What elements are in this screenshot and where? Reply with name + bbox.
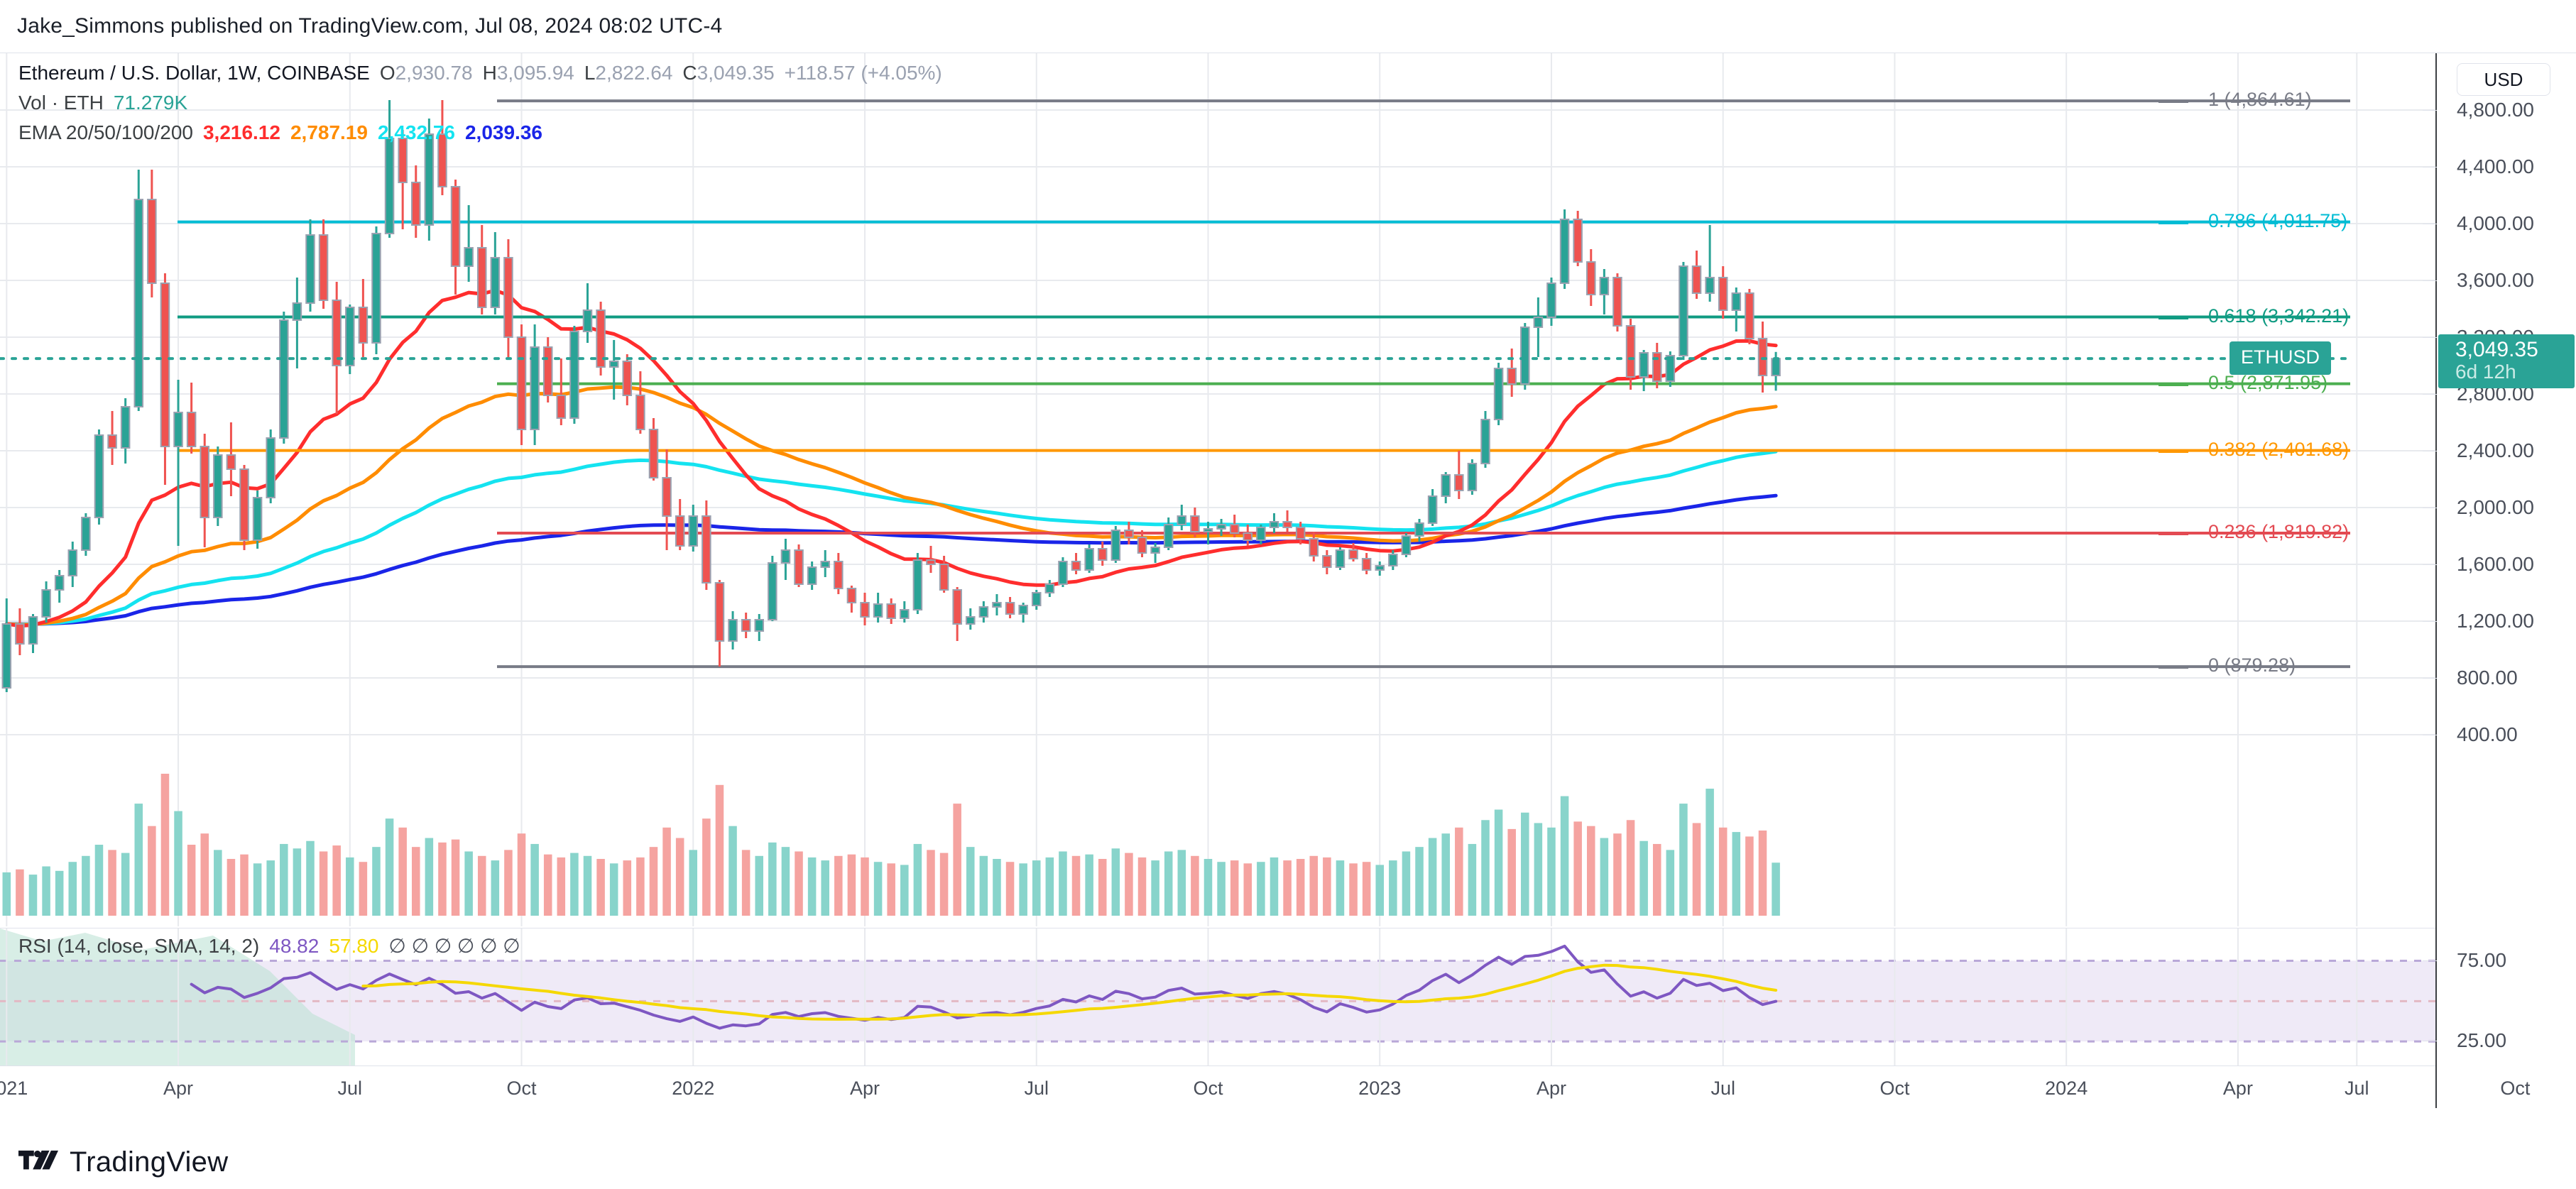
bar-countdown: 6d 12h [2455,360,2516,383]
fib-level-label: 0.618 (3,342.21) [2208,305,2349,327]
fib-level-dash [2159,317,2188,319]
time-axis-tick: 2024 [2045,1078,2088,1099]
price-axis-tick: 2,400.00 [2457,439,2534,461]
time-axis-tick: Oct [1193,1078,1223,1099]
price-axis-tick: 2,000.00 [2457,496,2534,518]
current-price-value: 3,049.35 [2455,338,2538,362]
fib-level-dash [2159,221,2188,224]
price-axis-tick-mark [2423,167,2437,168]
fib-level-label: 0.236 (1,819.82) [2208,521,2349,543]
price-axis-tick-mark [2423,110,2437,111]
price-axis-tick-mark [2423,621,2437,622]
publish-header: Jake_Simmons published on TradingView.co… [0,0,2576,53]
price-axis-tick: 3,600.00 [2457,269,2534,291]
time-axis-tick: Oct [506,1078,537,1099]
fib-level-dash [2159,533,2188,536]
price-axis-tick: 4,800.00 [2457,99,2534,121]
time-axis-tick: Apr [849,1078,880,1099]
currency-chip[interactable]: USD [2457,63,2550,96]
price-axis-tick-mark [2423,564,2437,565]
price-pane[interactable]: Ethereum / U.S. Dollar, 1W, COINBASE O2,9… [0,53,2435,926]
rsi-axis-tick: 25.00 [2457,1029,2507,1052]
time-axis-tick: 2022 [672,1078,715,1099]
time-axis-tick: Jul [337,1078,363,1099]
chart-container[interactable]: Ethereum / U.S. Dollar, 1W, COINBASE O2,9… [0,53,2576,1135]
symbol-price-tag: ETHUSD [2230,341,2332,376]
time-axis-tick: Jul [2345,1078,2369,1099]
rsi-chart-svg [0,928,2435,1065]
time-axis[interactable]: 2021 Apr Jul Oct 2022 Apr Jul Oct 2023 Apr Jul Oct 2… [0,1065,2530,1109]
price-axis-tick: 4,000.00 [2457,212,2534,234]
time-axis-tick: 2021 [0,1078,28,1099]
price-axis-tick-mark [2423,337,2437,338]
tradingview-wordmark: TradingView [70,1146,229,1178]
publish-credit-text: Jake_Simmons published on TradingView.co… [17,14,723,38]
price-axis-tick-mark [2423,394,2437,395]
time-axis-tick: Apr [1536,1078,1566,1099]
fib-level-dash [2159,383,2188,386]
rsi-axis-tick-mark [2423,960,2437,961]
tradingview-logo[interactable]: TradingView [18,1146,228,1178]
price-axis[interactable]: USD 4,800.004,400.004,000.003,600.003,20… [2423,53,2576,1108]
fib-level-dash [2159,450,2188,453]
price-axis-tick: 800.00 [2457,667,2518,689]
price-axis-tick: 1,200.00 [2457,610,2534,632]
fib-level-dash [2159,101,2188,104]
price-axis-tick: 400.00 [2457,723,2518,745]
fib-level-dash [2159,667,2188,669]
price-chart-svg [0,53,2435,926]
price-axis-tick: 1,600.00 [2457,553,2534,575]
fib-level-label: 0.786 (4,011.75) [2208,209,2348,231]
price-axis-tick-mark [2423,280,2437,281]
fib-level-label: 0 (879.28) [2208,654,2296,676]
time-axis-tick: Jul [1024,1078,1049,1099]
current-price-badge: 3,049.35 6d 12h [2438,334,2575,389]
price-axis-tick: 4,400.00 [2457,155,2534,177]
fib-level-label: 0.5 (2,871.95) [2208,371,2328,393]
price-axis-tick-mark [2423,678,2437,679]
time-axis-tick: Apr [163,1078,194,1099]
time-axis-tick: Oct [1879,1078,1910,1099]
time-axis-tick: Jul [1710,1078,1735,1099]
tradingview-mark-icon [18,1150,58,1169]
time-axis-tick: 2023 [1358,1078,1402,1099]
rsi-pane[interactable]: RSI (14, close, SMA, 14, 2) 48.82 57.80 ∅ ∅… [0,928,2435,1065]
fib-level-label: 0.382 (2,401.68) [2208,438,2349,460]
time-axis-tick: Apr [2222,1078,2253,1099]
fib-level-label: 1 (4,864.61) [2208,89,2312,111]
rsi-axis-tick: 75.00 [2457,948,2507,971]
footer: TradingView [0,1136,2576,1189]
time-axis-tick: Oct [2500,1078,2531,1099]
